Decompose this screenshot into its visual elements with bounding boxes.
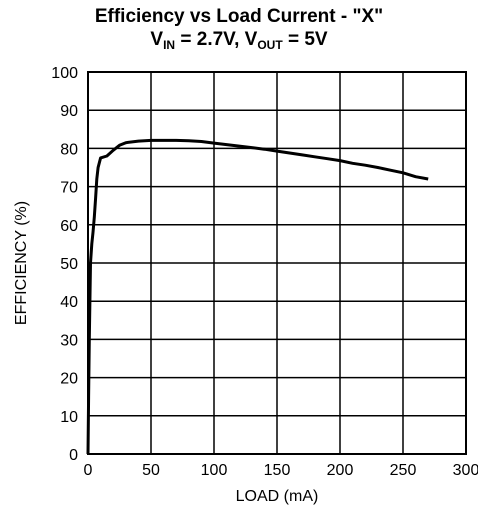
x-tick-label-0: 0 bbox=[84, 462, 93, 479]
vin-value: = 2.7V, bbox=[175, 29, 245, 50]
y-tick-label-20: 20 bbox=[60, 371, 78, 388]
efficiency-curve bbox=[86, 138, 429, 455]
vout-subscript: OUT bbox=[257, 38, 283, 52]
y-tick-label-80: 80 bbox=[60, 141, 78, 158]
y-tick-label-70: 70 bbox=[60, 180, 78, 197]
vout-label: V bbox=[244, 29, 258, 50]
vin-subscript: IN bbox=[163, 38, 176, 52]
y-tick-label-100: 100 bbox=[51, 65, 78, 82]
x-tick-label-250: 250 bbox=[390, 462, 417, 479]
y-tick-label-10: 10 bbox=[60, 409, 78, 426]
y-axis-title: EFFICIENCY (%) bbox=[13, 201, 30, 325]
x-tick-label-100: 100 bbox=[201, 462, 228, 479]
x-tick-label-150: 150 bbox=[264, 462, 291, 479]
y-tick-label-60: 60 bbox=[60, 218, 78, 235]
chart-subtitle: VIN = 2.7V, VOUT = 5V bbox=[0, 29, 478, 56]
x-tick-label-200: 200 bbox=[327, 462, 354, 479]
plot-frame bbox=[87, 71, 467, 455]
x-tick-label-50: 50 bbox=[142, 462, 160, 479]
y-tick-label-90: 90 bbox=[60, 103, 78, 120]
vout-value: = 5V bbox=[282, 29, 328, 50]
grid-lines bbox=[87, 71, 467, 455]
vin-label: V bbox=[150, 29, 164, 50]
chart-title: Efficiency vs Load Current - "X" bbox=[94, 6, 384, 27]
x-axis-title: LOAD (mA) bbox=[236, 488, 319, 505]
y-tick-labels: 0 10 20 30 40 50 60 70 80 90 100 bbox=[51, 65, 78, 464]
y-tick-label-40: 40 bbox=[60, 294, 78, 311]
y-tick-label-50: 50 bbox=[60, 256, 78, 273]
x-tick-labels: 0 50 100 150 200 250 300 bbox=[84, 462, 478, 479]
y-tick-label-30: 30 bbox=[60, 332, 78, 349]
y-tick-label-0: 0 bbox=[69, 447, 78, 464]
x-tick-label-300: 300 bbox=[453, 462, 478, 479]
